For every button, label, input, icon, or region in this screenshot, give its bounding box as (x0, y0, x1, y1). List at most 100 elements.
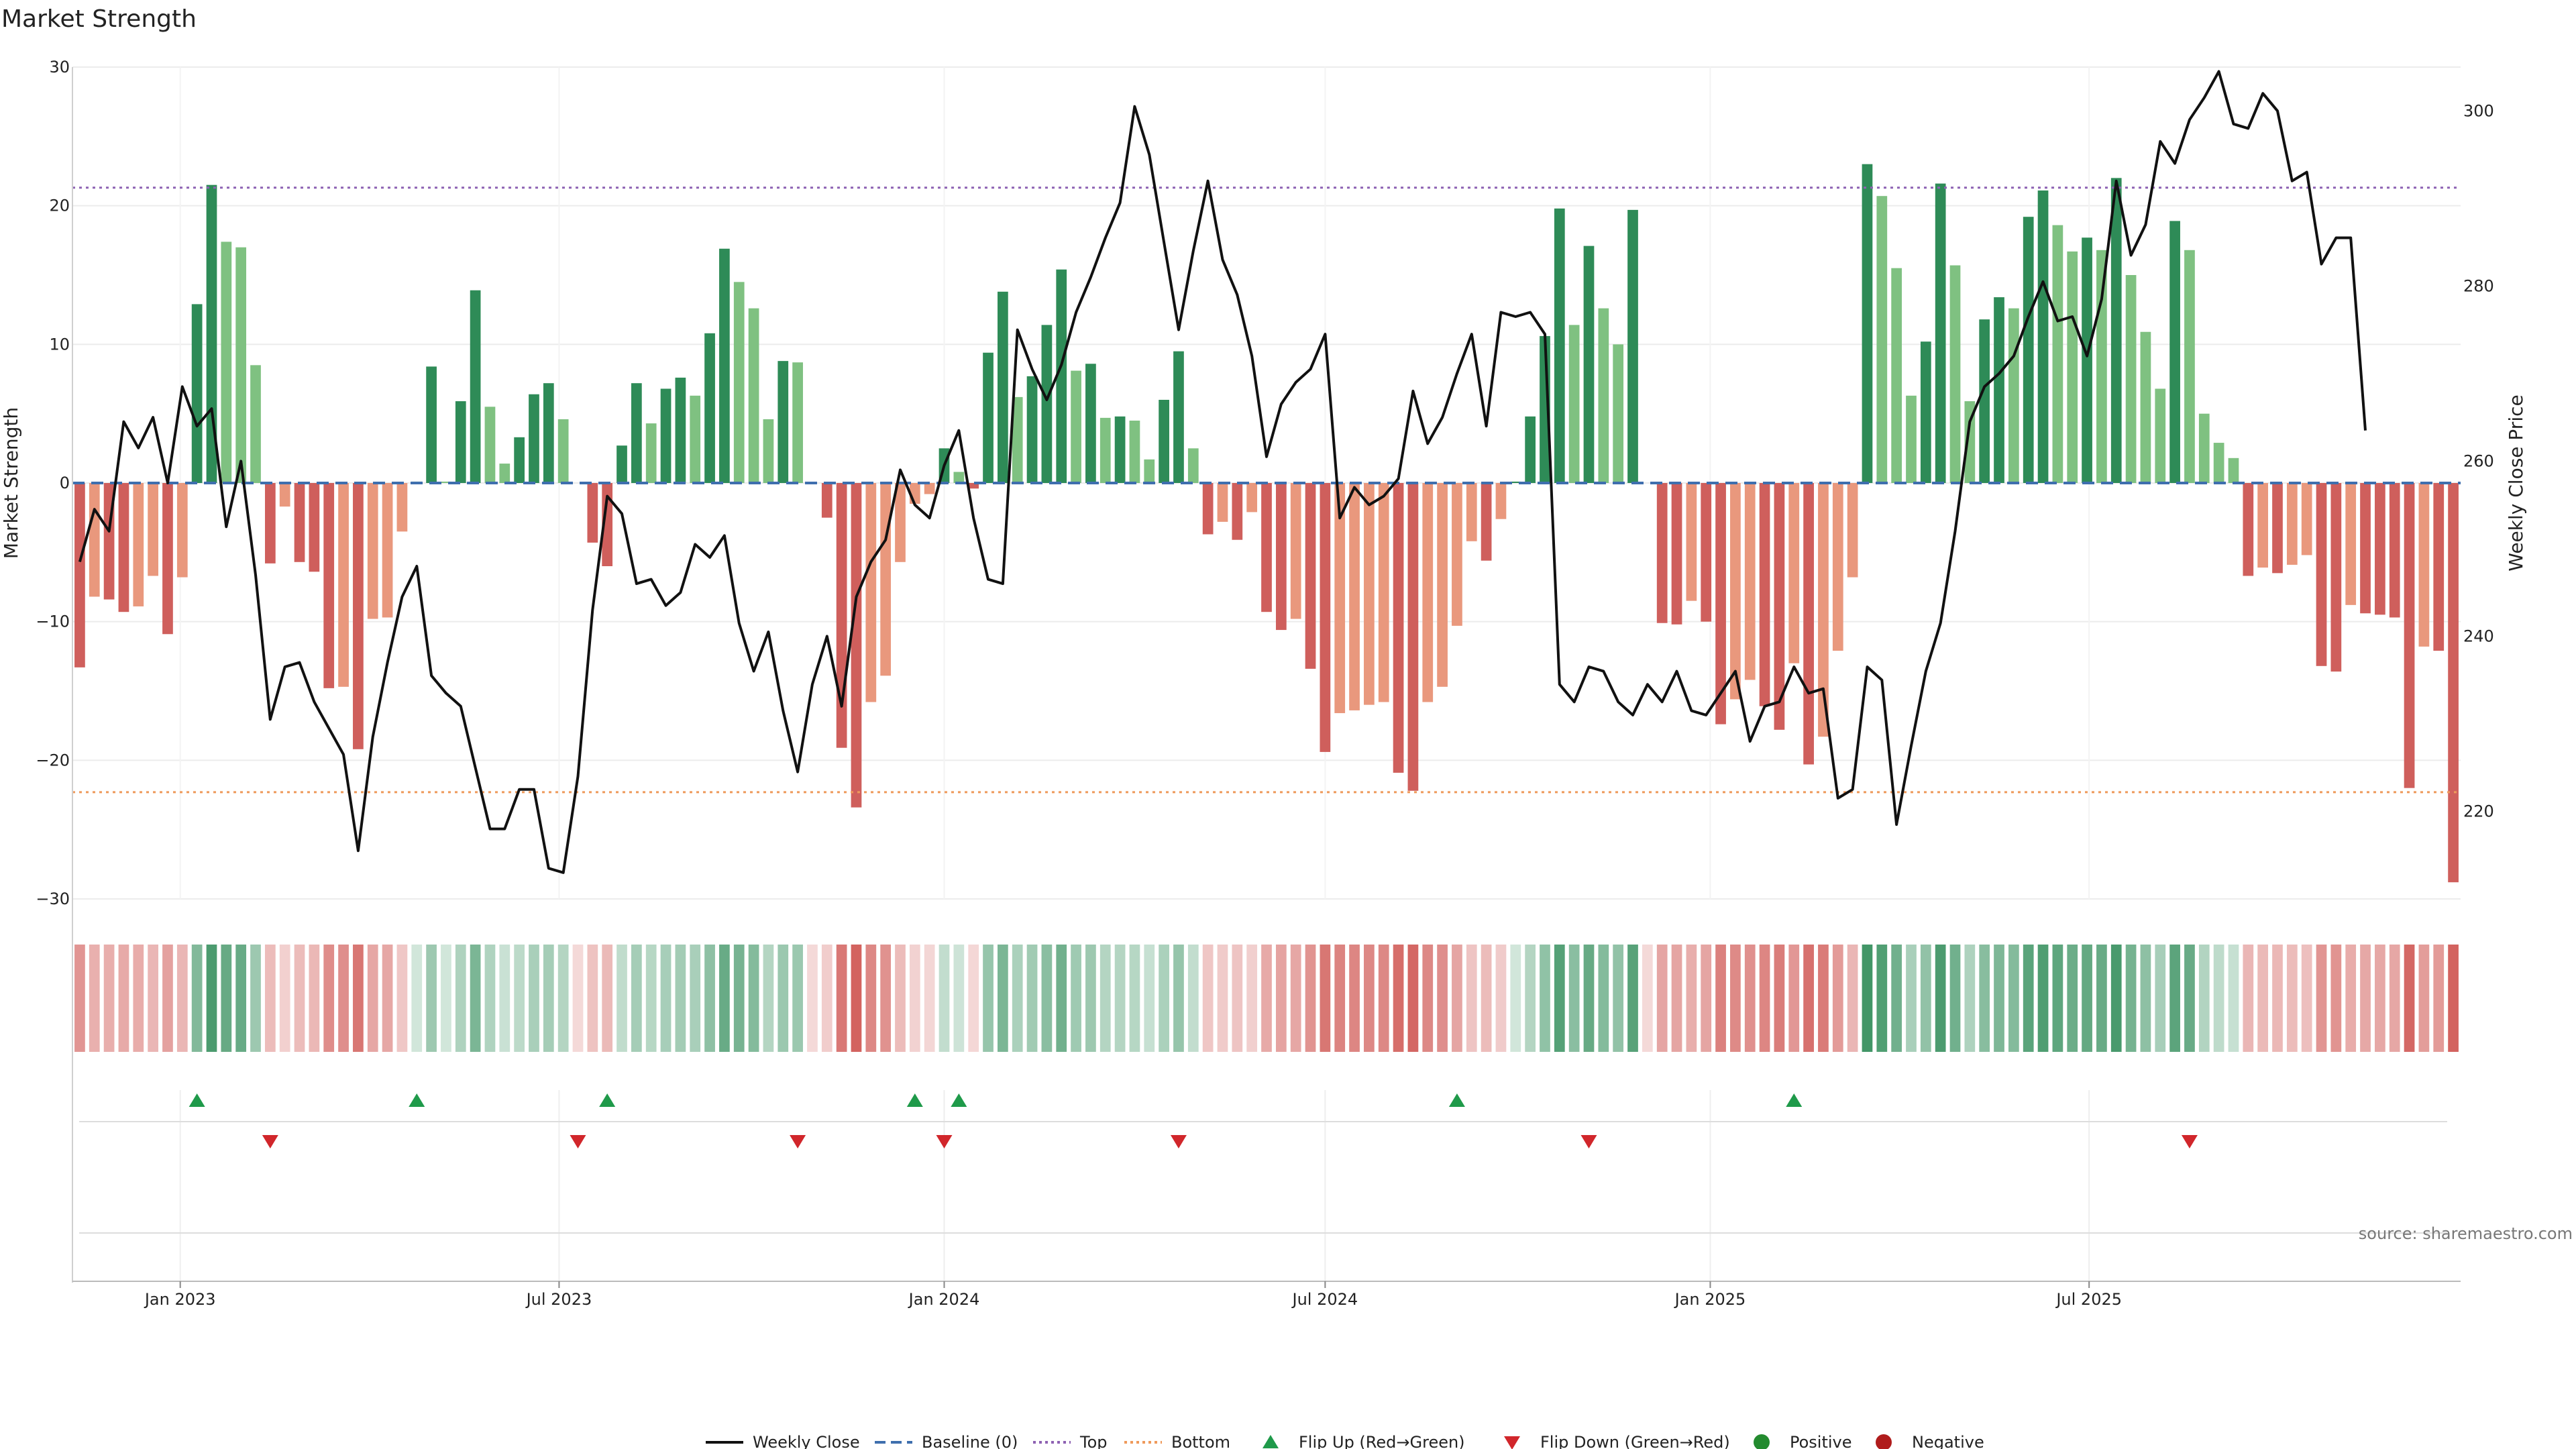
heat-cell (148, 945, 158, 1052)
strength-bar (792, 362, 803, 483)
strength-bar (1847, 483, 1858, 578)
strength-bar (206, 184, 217, 483)
strength-bar (235, 247, 247, 483)
left-tick-label: −10 (36, 612, 70, 631)
strength-bar (1671, 483, 1682, 625)
strength-bar (2418, 483, 2430, 647)
heat-cell (1026, 945, 1038, 1052)
strength-bar (1964, 401, 1976, 483)
heat-cell (2243, 945, 2254, 1052)
strength-bar (616, 445, 627, 483)
heat-cell (1803, 945, 1814, 1052)
strength-bar (2037, 190, 2049, 483)
strength-bar (1012, 396, 1023, 483)
heat-cell (2198, 945, 2210, 1052)
strength-bar (2008, 308, 2019, 483)
heat-cell (1935, 945, 1946, 1052)
strength-bars (74, 164, 2459, 883)
strength-bar (777, 361, 789, 483)
heat-cell (2110, 945, 2122, 1052)
strength-bar (1305, 483, 1316, 669)
x-axis: Jan 2023 Jul 2023 Jan 2024 Jul 2024 Jan 2025… (72, 67, 2461, 1309)
strength-bar (1275, 483, 1287, 631)
x-tick-label: Jul 2024 (1291, 1290, 1358, 1309)
strength-bar (1144, 459, 1155, 483)
strength-bar (1891, 268, 1902, 483)
strength-bar (968, 483, 979, 489)
strength-bar (1290, 483, 1301, 619)
heat-cell (2037, 945, 2049, 1052)
strength-bar (1085, 364, 1096, 483)
heat-cell (250, 945, 261, 1052)
legend: Weekly Close Baseline (0) Top Bottom Flip Up… (706, 1433, 1984, 1449)
strength-bar (1686, 483, 1697, 601)
strength-bar (1803, 483, 1814, 765)
chart-title: Market Strength (1, 5, 197, 33)
strength-bar (719, 248, 730, 483)
heat-cell (1613, 945, 1624, 1052)
strength-bar (2301, 483, 2312, 555)
heat-cell (162, 945, 173, 1052)
heat-cell (2096, 945, 2107, 1052)
strength-bar (1481, 483, 1492, 561)
strength-bar (89, 483, 100, 597)
heat-cell (529, 945, 539, 1052)
heat-cell (382, 945, 393, 1052)
legend-item: Flip Down (Green→Red) (1504, 1433, 1730, 1449)
heat-cell (470, 945, 481, 1052)
strength-bar (1320, 483, 1331, 752)
strength-bar (1129, 421, 1140, 483)
reference-lines (72, 186, 2461, 794)
strength-bar (294, 483, 305, 562)
heat-cell (1994, 945, 2004, 1052)
flip-up-marker (1786, 1093, 1803, 1107)
strength-bar (631, 383, 642, 483)
strength-bar (1349, 483, 1360, 710)
heat-cell (938, 945, 950, 1052)
flip-down-marker (262, 1135, 278, 1148)
heat-cell (1159, 945, 1169, 1052)
heat-cell (777, 945, 789, 1052)
heat-cell (455, 945, 466, 1052)
strength-bar (455, 401, 466, 483)
heat-cell (191, 945, 203, 1052)
heat-cell (1056, 945, 1067, 1052)
heat-cell (1452, 945, 1462, 1052)
strength-bar (514, 437, 525, 483)
heat-cell (1129, 945, 1140, 1052)
heat-cell (1173, 945, 1184, 1052)
heat-cell (543, 945, 554, 1052)
right-tick-label: 260 (2463, 451, 2494, 470)
strength-bar (2286, 483, 2298, 565)
heat-cell (514, 945, 525, 1052)
heat-cell (1554, 945, 1565, 1052)
heat-cell (1275, 945, 1287, 1052)
strength-bar (645, 423, 657, 483)
legend-item: Flip Up (Red→Green) (1263, 1433, 1465, 1449)
heat-cell (719, 945, 730, 1052)
strength-bar (2404, 483, 2415, 788)
left-tick-label: 20 (49, 197, 70, 215)
heat-cell (836, 945, 847, 1052)
left-axis-label: Market Strength (0, 407, 22, 559)
heat-cell (1114, 945, 1126, 1052)
heat-cell (616, 945, 627, 1052)
strength-bar (1979, 319, 1990, 483)
strength-bar (1364, 483, 1375, 705)
heat-cell (499, 945, 511, 1052)
heat-cell (2052, 945, 2063, 1052)
flip-down-marker (1170, 1135, 1187, 1148)
heat-cell (1920, 945, 1931, 1052)
strength-bar (2345, 483, 2357, 605)
heat-cell (1671, 945, 1682, 1052)
strength-bar (2125, 275, 2137, 483)
heat-cell (1437, 945, 1448, 1052)
strength-bar (2257, 483, 2269, 568)
strength-bar (1994, 297, 2004, 483)
x-tick-label: Jan 2023 (144, 1290, 216, 1309)
heat-cell (2448, 945, 2459, 1052)
strength-bar (1452, 483, 1462, 626)
heat-cell (1701, 945, 1712, 1052)
legend-label: Bottom (1171, 1433, 1230, 1449)
strength-bar (851, 483, 862, 808)
